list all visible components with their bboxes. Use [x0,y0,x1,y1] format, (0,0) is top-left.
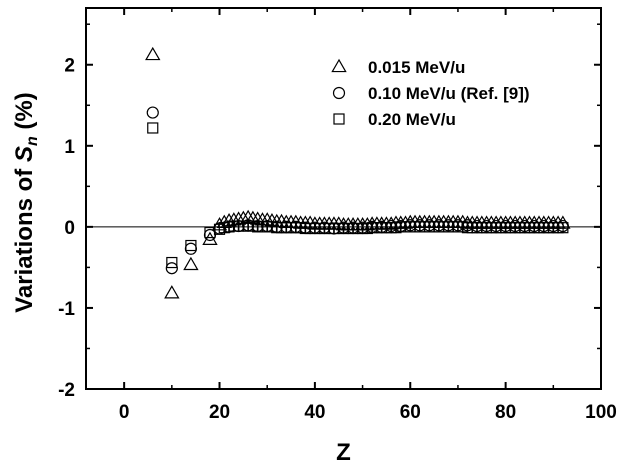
x-tick-label: 60 [400,402,421,423]
y-axis-title-prefix: Variations of [11,162,38,313]
plot-frame [85,7,602,390]
square-point [557,222,569,234]
legend-item: 0.20 MeV/u [333,110,456,129]
legend-triangle-marker [331,58,347,73]
x-tick-label: 0 [119,402,130,423]
y-axis-title-suffix: (%) [11,92,38,136]
square-point [147,122,159,134]
legend-label: 0.015 MeV/u [368,58,465,77]
y-axis-title-subscript: n [24,136,41,146]
circle-series [146,106,569,275]
legend-circle-marker [332,86,346,100]
triangle-point [164,285,180,299]
y-tick-label: -1 [58,299,75,320]
x-tick-label: 100 [585,402,617,423]
circle-point [184,242,198,255]
legend-square-marker [333,113,345,125]
legend-item: 0.015 MeV/u [331,58,465,77]
y-axis-title: Variations of Sn (%) [11,92,41,313]
circle-point [203,228,217,242]
y-tick-label: 2 [64,56,75,77]
y-tick-label: 1 [64,137,75,158]
triangle-point [145,46,161,61]
legend-label: 0.20 MeV/u [368,110,456,129]
legend-label: 0.10 MeV/u (Ref. [9]) [368,84,530,103]
circle-point [165,262,178,275]
triangle-point [183,256,199,271]
circle-point [146,106,159,119]
x-tick-label: 80 [495,402,516,423]
square-series [147,122,569,269]
square-point [185,239,197,252]
y-tick-label: -2 [58,380,75,401]
x-axis-title: Z [336,439,351,464]
y-tick-label: 0 [64,218,75,239]
x-tick-label: 40 [304,402,325,423]
square-point [166,256,178,269]
x-tick-label: 20 [209,402,230,423]
legend-item: 0.10 MeV/u (Ref. [9]) [332,84,530,103]
y-axis-title-symbol: S [11,146,38,162]
